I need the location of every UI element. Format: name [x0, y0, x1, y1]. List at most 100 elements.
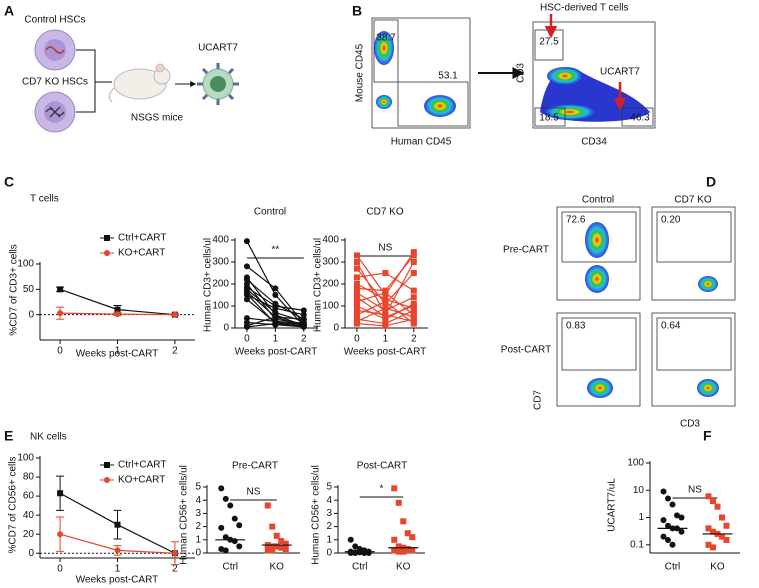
point: [272, 314, 279, 320]
x-axis-label: Weeks post-CART: [344, 347, 426, 358]
point: [356, 549, 363, 556]
point: [114, 547, 121, 554]
x-tick-label: 1: [115, 346, 121, 357]
label: CD7 KO HSCs: [22, 77, 88, 88]
point: [723, 536, 730, 543]
point: [231, 538, 238, 545]
point: [410, 249, 417, 256]
gate: [397, 81, 469, 127]
point: [272, 285, 279, 292]
point: [243, 263, 250, 270]
point: [347, 536, 354, 543]
point: [410, 270, 417, 276]
y-tick-label: 1: [195, 534, 201, 545]
y-tick-label: 20: [23, 529, 35, 540]
point: [705, 525, 712, 532]
y-axis-label: %CD7 of CD56+ cells: [8, 457, 19, 554]
y-tick-label: 200: [212, 279, 229, 290]
gate-value: 0.64: [661, 321, 681, 332]
point: [353, 252, 360, 259]
row-label: Pre-CART: [503, 245, 549, 256]
axis-label: CD7: [533, 390, 544, 410]
point: [300, 322, 307, 329]
point: [382, 316, 389, 323]
point: [171, 311, 178, 318]
y-tick-label: 400: [212, 235, 229, 246]
point: [409, 547, 416, 554]
point: [278, 538, 285, 545]
point: [382, 289, 389, 296]
point: [409, 534, 416, 541]
point: [353, 320, 360, 327]
panel-label: B: [352, 3, 362, 19]
x-axis-label: Weeks post-CART: [76, 349, 158, 360]
point: [395, 548, 402, 555]
x-tick-label: 1: [273, 334, 279, 345]
point: [243, 296, 250, 303]
point: [222, 495, 229, 502]
legend-label: KO+CART: [118, 248, 165, 259]
point: [243, 323, 250, 330]
x-axis-label: Weeks post-CART: [76, 575, 158, 586]
y-tick-label: 400: [322, 235, 339, 246]
point: [57, 310, 64, 317]
gate: [561, 317, 637, 371]
y-axis-label: Human CD56+ cells/ul: [311, 465, 322, 565]
point: [57, 531, 64, 538]
point: [665, 536, 671, 543]
x-tick-label: 1: [115, 564, 121, 575]
point: [353, 259, 360, 265]
schematic: Control HSCs CD7 KO HSCs NSGS mice UCART…: [22, 15, 239, 133]
panel-label: A: [4, 3, 14, 19]
row-label: Post-CART: [501, 345, 551, 356]
y-tick-label: 0: [28, 309, 34, 320]
y-tick-label: 0: [223, 323, 229, 334]
point: [269, 523, 276, 530]
point: [404, 546, 411, 553]
point: [410, 259, 417, 265]
point: [272, 309, 279, 316]
y-tick-label: 3: [195, 508, 201, 519]
point: [300, 307, 307, 314]
gate-value: 0.20: [661, 215, 681, 226]
panel-label: C: [4, 174, 14, 190]
point: [272, 305, 279, 312]
point: [660, 533, 667, 540]
axis-label: CD3: [516, 63, 527, 83]
legend-marker: [104, 250, 110, 256]
y-axis-label: Human CD3+ cells/ul: [203, 238, 214, 332]
significance: *: [380, 484, 384, 495]
label: Control HSCs: [24, 15, 85, 26]
annotation: HSC-derived T cells: [540, 3, 629, 14]
point: [57, 286, 64, 293]
point: [382, 270, 389, 276]
y-tick-label: 50: [23, 284, 35, 295]
y-tick-label: 0: [333, 323, 339, 334]
population: [547, 67, 583, 85]
point: [264, 547, 271, 554]
panel-label: F: [703, 428, 712, 444]
label: UCART7: [198, 43, 238, 54]
x-tick-label: Ctrl: [222, 562, 238, 573]
gate: [561, 211, 637, 263]
y-tick-label: 200: [322, 279, 339, 290]
point: [243, 315, 250, 322]
gate: [534, 107, 566, 127]
x-tick-label: KO: [396, 562, 411, 573]
point: [278, 544, 285, 551]
point: [222, 547, 229, 554]
point: [710, 528, 716, 535]
flow-plot: 38.7 53.1 Mouse CD45 Human CD45: [355, 17, 525, 148]
x-tick-label: Ctrl: [352, 562, 368, 573]
point: [705, 493, 712, 500]
y-tick-label: 2: [326, 521, 332, 532]
point: [269, 543, 276, 550]
y-tick-label: 100: [17, 259, 34, 270]
point: [243, 276, 250, 283]
point: [705, 541, 712, 548]
bracket: [76, 49, 112, 113]
mouse-ear: [155, 63, 165, 73]
y-tick-label: 1: [638, 512, 644, 523]
y-tick-label: 4: [326, 495, 332, 506]
